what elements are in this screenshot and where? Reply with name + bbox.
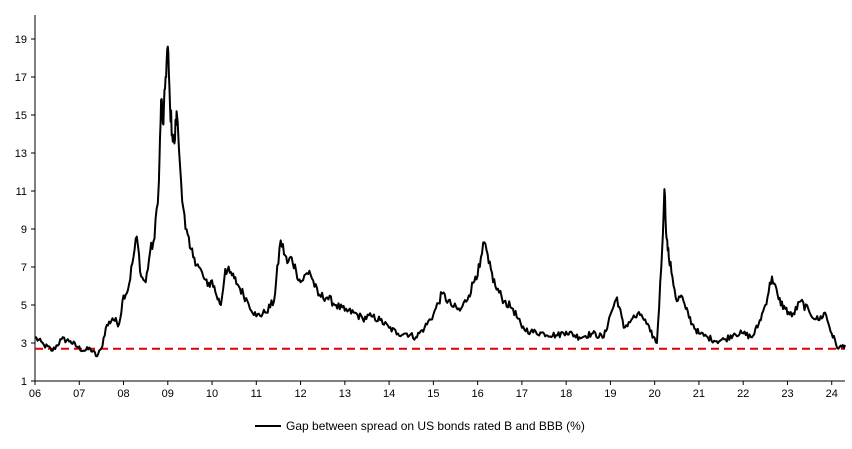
- x-tick-label: 21: [693, 388, 705, 400]
- x-tick-label: 19: [604, 388, 616, 400]
- x-tick-label: 22: [737, 388, 749, 400]
- x-tick-label: 08: [117, 388, 129, 400]
- x-tick-label: 11: [251, 388, 262, 400]
- x-tick-label: 23: [781, 388, 793, 400]
- x-tick-label: 06: [29, 388, 41, 400]
- x-tick-label: 15: [427, 388, 439, 400]
- x-tick-label: 16: [471, 388, 483, 400]
- legend-label: Gap between spread on US bonds rated B a…: [286, 419, 585, 433]
- y-tick-label: 9: [21, 224, 27, 236]
- y-tick-label: 11: [16, 186, 27, 198]
- x-axis: 06 07 08 09 10 11 12 13 14 15 16 17 18 19 20 21 22 23 24: [29, 380, 845, 400]
- series-line: [34, 45, 846, 358]
- y-tick-label: 1: [21, 376, 27, 388]
- y-tick-label: 19: [15, 34, 27, 46]
- x-tick-label: 07: [73, 388, 85, 400]
- x-tick-label: 10: [206, 388, 218, 400]
- y-tick-label: 17: [15, 72, 27, 84]
- legend: Gap between spread on US bonds rated B a…: [255, 419, 585, 433]
- y-tick-label: 15: [15, 110, 27, 122]
- y-tick-label: 5: [21, 300, 27, 312]
- x-tick-label: 13: [339, 388, 351, 400]
- y-tick-label: 3: [21, 338, 27, 350]
- x-tick-label: 18: [560, 388, 572, 400]
- y-tick-label: 13: [15, 148, 27, 160]
- x-tick-label: 17: [516, 388, 528, 400]
- y-tick-label: 7: [21, 262, 27, 274]
- x-tick-label: 14: [383, 388, 395, 400]
- series-group: [34, 45, 846, 358]
- x-tick-label: 24: [826, 388, 838, 400]
- x-tick-label: 12: [294, 388, 306, 400]
- x-tick-label: 20: [649, 388, 661, 400]
- x-tick-label: 09: [162, 388, 174, 400]
